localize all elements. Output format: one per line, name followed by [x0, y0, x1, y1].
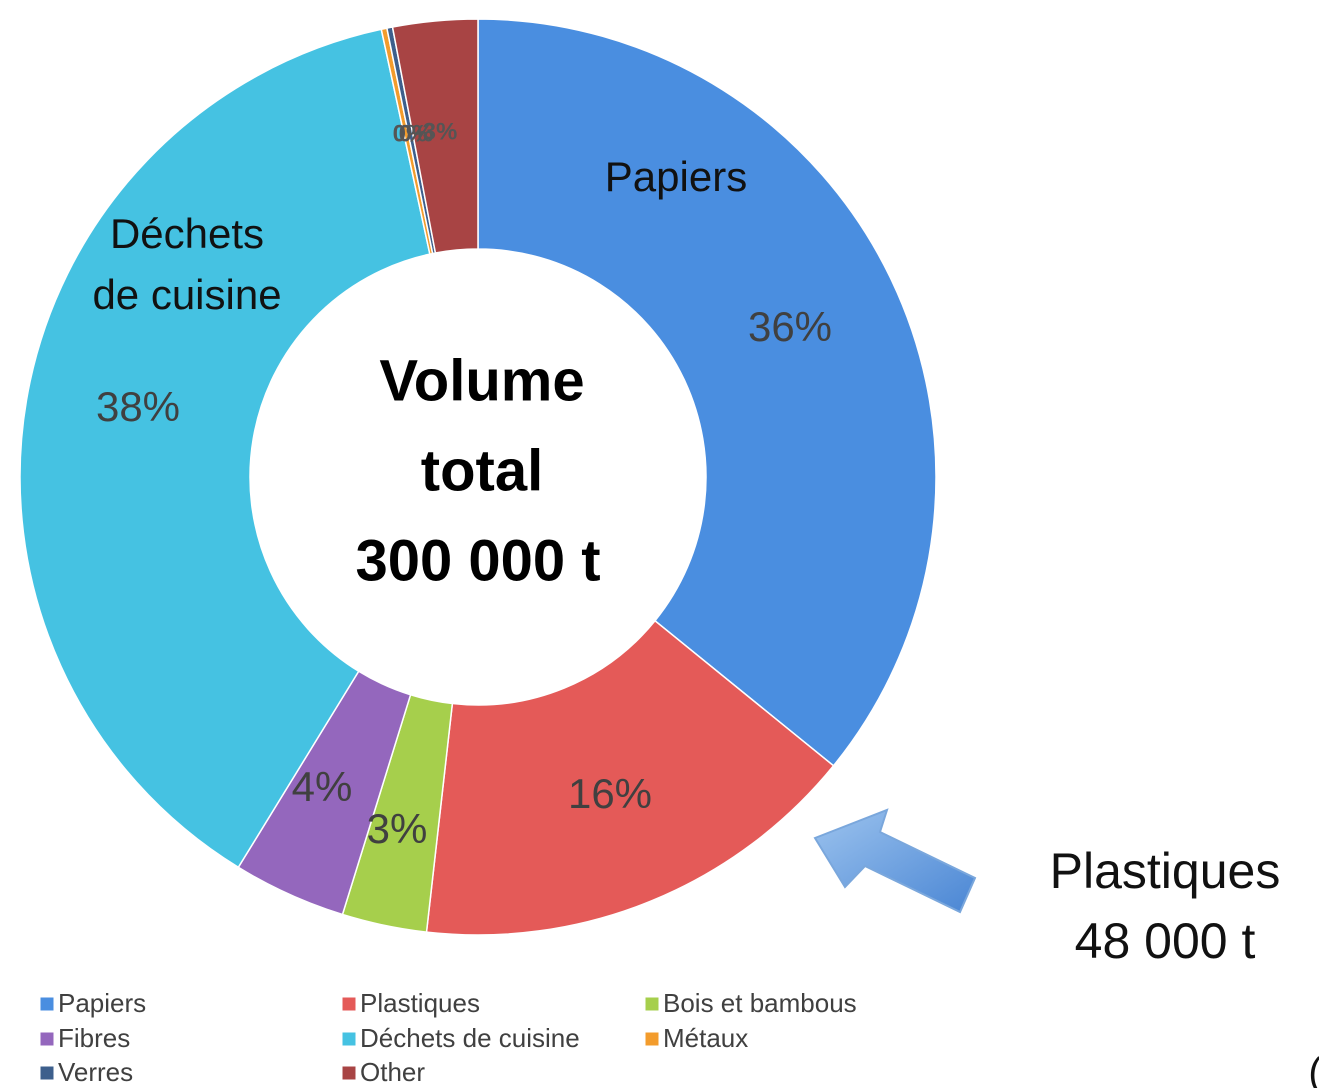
slice: [19, 28, 431, 869]
slice: [425, 619, 835, 936]
legend-marker: [644, 996, 660, 1012]
legend-label: Papiers: [58, 988, 146, 1018]
annotation: total: [421, 438, 543, 503]
legend-marker: [341, 1031, 357, 1047]
value-label: 36%: [748, 303, 832, 350]
annotation: Plastiques: [1050, 843, 1281, 899]
annotation: 48 000 t: [1075, 913, 1256, 969]
value-label: 4%: [292, 763, 353, 810]
legend-marker: [39, 1031, 55, 1047]
value-label: 16%: [568, 770, 652, 817]
legend-marker: [39, 996, 55, 1012]
legend-marker: [341, 1065, 357, 1081]
legend-label: Fibres: [58, 1023, 130, 1053]
annotation: Papiers: [605, 153, 747, 200]
value-label: 0%: [393, 120, 428, 147]
annotation: Déchets: [110, 210, 264, 257]
legend-label: Verres: [58, 1057, 133, 1087]
legend-marker: [644, 1031, 660, 1047]
value-label: 38%: [96, 383, 180, 430]
annotation: 300 000 t: [355, 528, 600, 593]
annotation: de cuisine: [92, 271, 281, 318]
value-label: 3%: [423, 118, 458, 145]
value-label: 0%: [399, 120, 434, 147]
annotation: (: [1308, 1051, 1319, 1088]
slice: [477, 18, 937, 767]
legend-label: Plastiques: [360, 988, 480, 1018]
legend-label: Métaux: [663, 1023, 748, 1053]
legend-label: Bois et bambous: [663, 988, 857, 1018]
legend-marker: [39, 1065, 55, 1081]
arrow: [813, 808, 977, 914]
slice: [391, 18, 479, 254]
legend-label: Other: [360, 1057, 425, 1087]
value-label: 3%: [367, 805, 428, 852]
legend-label: Déchets de cuisine: [360, 1023, 580, 1053]
annotation: Volume: [379, 348, 584, 413]
legend-marker: [341, 996, 357, 1012]
